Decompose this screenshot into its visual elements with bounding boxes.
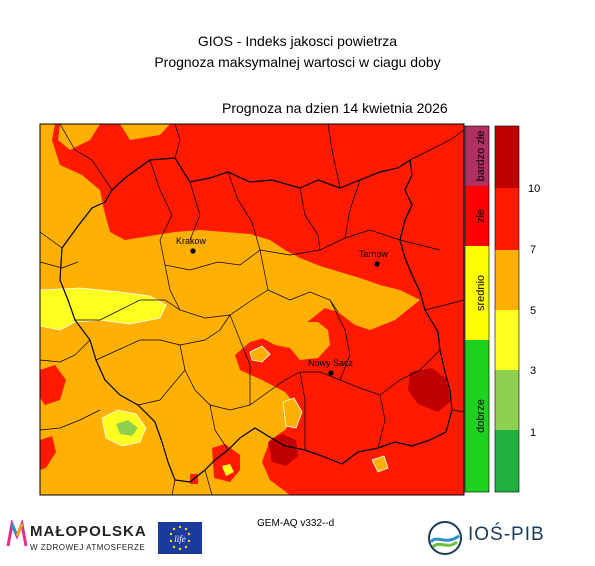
scale-band-6 bbox=[495, 430, 519, 492]
index-zone-orange-n bbox=[120, 124, 170, 140]
index-zone-orange-island-2 bbox=[249, 345, 271, 363]
county-boundaries bbox=[40, 124, 464, 495]
index-zone-orange-island bbox=[282, 397, 303, 429]
scale-tick-label: 7 bbox=[530, 244, 536, 256]
legend-label-bardzo-zle: bardzo złe bbox=[475, 131, 487, 182]
city-marker bbox=[374, 261, 380, 267]
map-area bbox=[40, 124, 464, 495]
eu-life-mark: life bbox=[174, 534, 186, 544]
category-legend: bardzo złe złe srednio dobrze bbox=[464, 125, 490, 493]
index-zone-red-sw bbox=[40, 436, 56, 470]
map-frame bbox=[39, 123, 465, 496]
index-zone-orange-nw bbox=[58, 124, 100, 150]
index-zone-orange-island-3 bbox=[371, 455, 389, 473]
index-zone-yellow-small bbox=[222, 464, 234, 476]
model-version: GEM-AQ v332--d bbox=[257, 518, 335, 529]
scale-tick-label: 5 bbox=[530, 305, 536, 317]
legend-category-frame bbox=[464, 125, 490, 493]
index-zone-red-se bbox=[360, 420, 464, 495]
forecast-date: Prognoza na dzien 14 kwietnia 2026 bbox=[222, 100, 448, 116]
ios-pib-logo-icon bbox=[428, 521, 462, 555]
ios-pib-logo-text: IOŚ-PIB bbox=[468, 524, 545, 545]
legend-category-srednio bbox=[465, 246, 489, 340]
scale-tick-label: 1 bbox=[530, 427, 536, 439]
city-label-krakow: Krakow bbox=[176, 236, 207, 246]
malopolska-logo-icon bbox=[6, 520, 28, 547]
scale-band-5 bbox=[495, 370, 519, 430]
scale-band-3 bbox=[495, 250, 519, 310]
scale-band-4 bbox=[495, 310, 519, 370]
legend-label-srednio: srednio bbox=[475, 275, 487, 311]
city-marker bbox=[328, 370, 334, 376]
index-zone-darkred-1 bbox=[408, 368, 450, 412]
index-zone-orange-tongue bbox=[262, 312, 330, 360]
index-zone-green-sw bbox=[116, 420, 138, 436]
city-krakow: Krakow bbox=[176, 236, 207, 254]
legend-label-dobrze: dobrze bbox=[475, 399, 487, 433]
city-nowy-sacz: Nowy Sacz bbox=[308, 358, 354, 376]
scale-tick-label: 10 bbox=[528, 183, 540, 195]
index-zone-darkred-2 bbox=[268, 434, 298, 466]
city-label-tarnow: Tarnow bbox=[359, 249, 389, 259]
city-tarnow: Tarnow bbox=[359, 249, 389, 267]
index-zone-yellow-west bbox=[40, 287, 167, 331]
eu-life-logo: life bbox=[158, 522, 202, 554]
legend-category-bardzo-zle bbox=[465, 126, 489, 186]
scale-tick-label: 3 bbox=[530, 365, 536, 377]
city-marker bbox=[190, 248, 196, 254]
map-subtitle: Prognoza maksymalnej wartosci w ciagu do… bbox=[154, 54, 441, 70]
city-label-nowy-sacz: Nowy Sacz bbox=[308, 358, 354, 368]
scale-band-1 bbox=[495, 126, 519, 188]
malopolska-logo-subtitle: W ZDROWEJ ATMOSFERZE bbox=[30, 543, 146, 552]
legend-category-dobrze bbox=[465, 340, 489, 492]
scale-frame bbox=[494, 125, 520, 493]
legend-label-zle: złe bbox=[475, 209, 487, 223]
index-zone-red-w bbox=[40, 365, 66, 405]
legend-category-zle bbox=[465, 186, 489, 246]
scale-legend: 10 7 5 3 1 bbox=[494, 125, 540, 493]
malopolska-logo-text: MAŁOPOLSKA bbox=[30, 523, 147, 540]
map-title: GIOS - Indeks jakosci powietrza bbox=[197, 33, 398, 49]
scale-band-2 bbox=[495, 188, 519, 250]
